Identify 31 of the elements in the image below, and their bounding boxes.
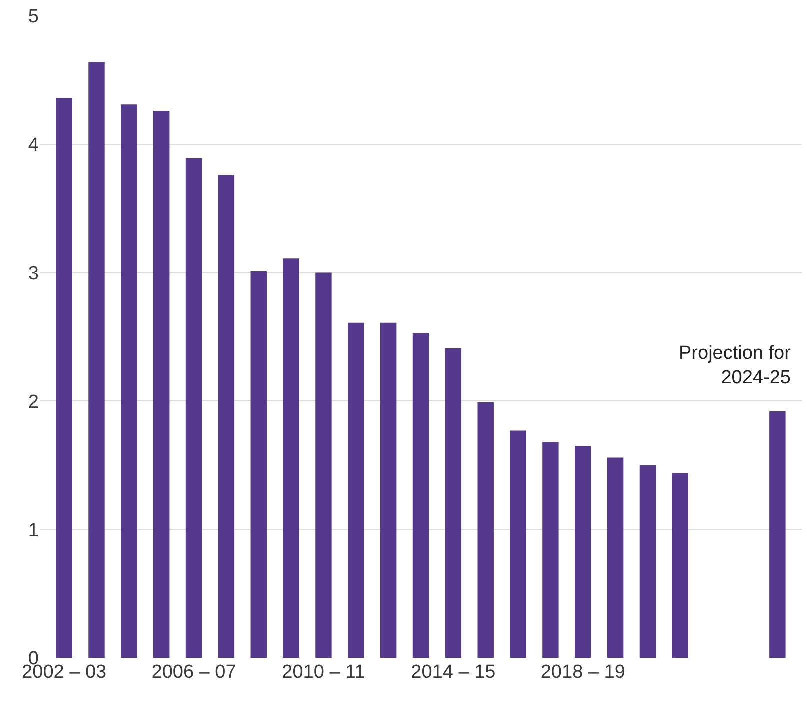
bar	[250, 272, 267, 658]
bar	[380, 322, 397, 658]
annotation: Projection for 2024-25	[679, 343, 792, 389]
bar	[348, 322, 364, 658]
bar	[770, 411, 786, 658]
x-tick-label: 2006 – 07	[152, 662, 236, 683]
bar	[672, 473, 689, 658]
y-tick-label: 4	[28, 135, 40, 156]
bar	[153, 111, 170, 658]
y-tick-label: 2	[28, 392, 39, 413]
bar	[445, 348, 462, 658]
bar	[412, 333, 430, 658]
bar	[56, 98, 72, 658]
bar	[121, 104, 138, 658]
bar	[640, 465, 656, 658]
bar	[478, 402, 494, 658]
bar	[510, 430, 526, 658]
x-tick-label: 2018 – 19	[540, 662, 626, 683]
bar	[283, 258, 300, 658]
x-tick-label: 2010 – 11	[282, 662, 366, 683]
bar	[218, 175, 235, 658]
bar	[575, 446, 592, 658]
y-tick-label: 3	[28, 263, 39, 284]
y-tick-label: 1	[28, 520, 39, 542]
bar	[88, 62, 105, 658]
x-tick-label: 2014 – 15	[411, 662, 496, 683]
y-tick-label: 5	[28, 6, 39, 28]
bar	[607, 458, 624, 658]
bar	[316, 272, 332, 658]
bar	[542, 442, 559, 658]
bar	[186, 158, 202, 658]
